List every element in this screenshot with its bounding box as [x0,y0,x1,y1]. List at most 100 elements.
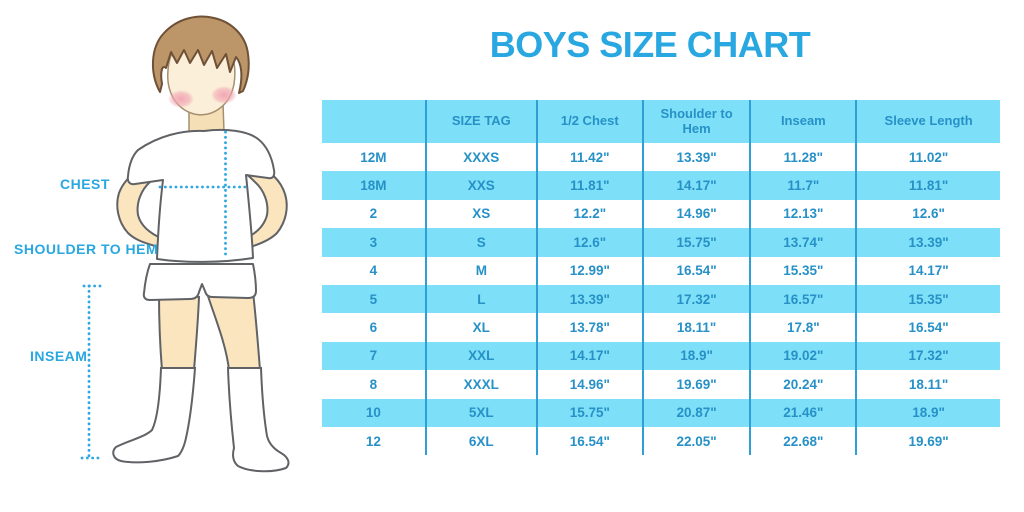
boy-illustration [80,15,290,473]
sleeve-length-cell: 12.6" [855,199,1000,229]
age-size-cell: 12 [365,433,381,449]
size-table: SIZE TAG 1/2 Chest Shoulder to Hem Insea… [322,100,1000,456]
sleeve-length-cell: 11.02" [855,143,1000,172]
size-row: 3 S 12.6" 15.75" 13.74" 13.39" [322,228,1000,257]
age-size-cell: 4 [369,263,378,279]
shoulder-to-hem-cell: 17.32" [641,284,751,314]
sleeve-length-cell: 18.9" [855,398,1000,427]
half-chest-cell: 13.39" [535,284,643,314]
shoulder-to-hem-cell: 13.39" [641,143,751,172]
half-chest-cell: 11.81" [535,171,643,200]
size-table-header: SIZE TAG 1/2 Chest Shoulder to Hem Insea… [322,100,1000,143]
shoulder-to-hem-cell: 18.9" [641,341,751,371]
shoulder-to-hem-cell: 20.87" [641,398,751,427]
half-chest-cell: 12.99" [535,256,643,285]
half-chest-cell: 12.2" [535,199,643,229]
size-row: 7 XXL 14.17" 18.9" 19.02" 17.32" [322,341,1000,371]
age-size-cell: 3 [322,228,426,257]
age-size-cell: 2 [369,206,378,222]
size-tag-cell: XXL [424,341,537,371]
age-size-cell: 8 [369,376,378,392]
size-tag-cell: 5XL [424,398,537,427]
inseam-cell: 16.57" [749,284,857,314]
size-tag-cell: 6XL [424,426,537,456]
half-chest-cell: 15.75" [535,398,643,427]
size-row: 4 M 12.99" 16.54" 15.35" 14.17" [322,256,1000,285]
inseam-label: INSEAM [30,348,88,364]
sleeve-length-cell: 18.11" [855,370,1000,399]
size-tag-cell: XL [424,313,537,342]
header-cell-half-chest: 1/2 Chest [535,100,643,143]
half-chest-cell: 12.6" [535,228,643,257]
sleeve-length-cell: 15.35" [855,284,1000,314]
age-size-cell: 7 [322,341,426,371]
header-cell-inseam: Inseam [749,100,857,143]
sleeve-length-cell: 11.81" [855,171,1000,200]
header-cell-sleeve-length: Sleeve Length [855,100,1000,143]
boy-hair [151,15,250,94]
chest-label: CHEST [60,176,110,192]
shoulder-to-hem-cell: 22.05" [641,426,751,456]
size-row: 2 XS 12.2" 14.96" 12.13" 12.6" [322,199,1000,229]
shoulder-to-hem-cell: 15.75" [641,228,751,257]
header-cell-size-tag: SIZE TAG [424,100,537,143]
sleeve-length-cell: 17.32" [855,341,1000,371]
sleeve-length-cell: 14.17" [855,256,1000,285]
half-chest-cell: 13.78" [535,313,643,342]
size-row: 12M XXXS 11.42" 13.39" 11.28" 11.02" [322,143,1000,172]
inseam-cell: 17.8" [749,313,857,342]
header-cell-shoulder-to-hem: Shoulder to Hem [641,100,751,143]
age-size-cell: 5 [322,284,426,314]
half-chest-cell: 14.17" [535,341,643,371]
size-row: 5 L 13.39" 17.32" 16.57" 15.35" [322,284,1000,314]
age-size-cell: 18M [322,171,426,200]
boy-shorts [142,263,257,301]
age-size-cell: 6 [369,320,378,336]
boy-left-sock [112,367,197,464]
header-cell-blank [322,100,426,143]
inseam-cell: 13.74" [749,228,857,257]
inseam-cell: 11.28" [749,143,857,172]
boy-shirt [126,128,276,263]
size-tag-cell: XXXL [424,370,537,399]
size-row: 12 6XL 16.54" 22.05" 22.68" 19.69" [322,426,1000,456]
size-table-body: 12M XXXS 11.42" 13.39" 11.28" 11.02" 18M XXS 11.… [322,143,1000,456]
boy-cheek-right [211,86,237,104]
page-title: BOYS SIZE CHART [489,24,811,65]
size-tag-cell: XXS [424,171,537,200]
age-size-cell: 12M [360,149,387,165]
size-tag-cell: L [424,284,537,314]
half-chest-cell: 14.96" [535,370,643,399]
inseam-cell: 11.7" [749,171,857,200]
boy-right-leg [205,290,262,371]
size-row: 8 XXXL 14.96" 19.69" 20.24" 18.11" [322,370,1000,399]
shoulder-to-hem-cell: 18.11" [641,313,751,342]
size-tag-cell: M [424,256,537,285]
shoulder-to-hem-cell: 19.69" [641,370,751,399]
size-tag-cell: XXXS [424,143,537,172]
age-size-cell: 10 [322,398,426,427]
shoulder-to-hem-cell: 14.96" [641,199,751,229]
size-tag-cell: S [424,228,537,257]
inseam-cell: 22.68" [749,426,857,456]
shoulder-to-hem-cell: 14.17" [641,171,751,200]
size-row: 10 5XL 15.75" 20.87" 21.46" 18.9" [322,398,1000,427]
size-tag-cell: XS [424,199,537,229]
inseam-cell: 12.13" [749,199,857,229]
inseam-cell: 21.46" [749,398,857,427]
size-row: 18M XXS 11.81" 14.17" 11.7" 11.81" [322,171,1000,200]
half-chest-cell: 16.54" [535,426,643,456]
inseam-cell: 20.24" [749,370,857,399]
inseam-cell: 19.02" [749,341,857,371]
sleeve-length-cell: 16.54" [855,313,1000,342]
inseam-cell: 15.35" [749,256,857,285]
half-chest-cell: 11.42" [535,143,643,172]
sleeve-length-cell: 19.69" [855,426,1000,456]
boy-cheek-left [168,90,194,108]
header-row: SIZE TAG 1/2 Chest Shoulder to Hem Insea… [322,100,1000,143]
boy-right-sock [226,367,290,473]
sleeve-length-cell: 13.39" [855,228,1000,257]
boy-left-leg [157,292,201,371]
shoulder-to-hem-label: SHOULDER TO HEM [14,241,159,257]
shoulder-to-hem-cell: 16.54" [641,256,751,285]
